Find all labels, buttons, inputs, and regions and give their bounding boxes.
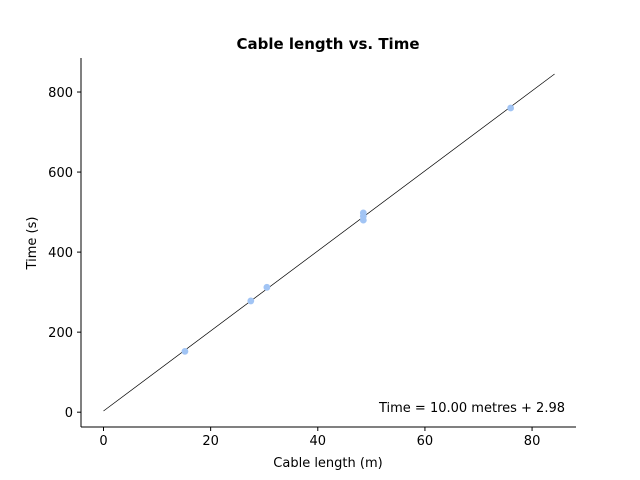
fit-line bbox=[103, 73, 555, 412]
x-ticks: 0 20 40 60 80 bbox=[99, 427, 540, 449]
chart-title: Cable length vs. Time bbox=[236, 35, 419, 53]
data-point bbox=[247, 297, 255, 305]
x-tick-label: 40 bbox=[310, 434, 327, 449]
plot-area: 0 20 40 60 80 0 200 400 600 800 bbox=[48, 58, 576, 449]
y-tick-label: 800 bbox=[48, 86, 73, 101]
y-tick-label: 200 bbox=[48, 326, 73, 341]
y-ticks: 0 200 400 600 800 bbox=[48, 86, 81, 421]
x-tick-label: 80 bbox=[524, 434, 541, 449]
data-point bbox=[181, 347, 189, 355]
y-tick-label: 400 bbox=[48, 246, 73, 261]
data-point bbox=[359, 209, 367, 217]
x-axis-label: Cable length (m) bbox=[273, 456, 382, 471]
x-tick-label: 60 bbox=[417, 434, 434, 449]
fit-equation: Time = 10.00 metres + 2.98 bbox=[378, 401, 565, 416]
y-tick-label: 0 bbox=[65, 406, 73, 421]
y-axis-label: Time (s) bbox=[25, 217, 40, 271]
data-point bbox=[263, 283, 271, 291]
data-point bbox=[507, 104, 515, 112]
x-tick-label: 20 bbox=[202, 434, 219, 449]
x-tick-label: 0 bbox=[99, 434, 107, 449]
y-tick-label: 600 bbox=[48, 166, 73, 181]
data-points bbox=[181, 104, 515, 355]
